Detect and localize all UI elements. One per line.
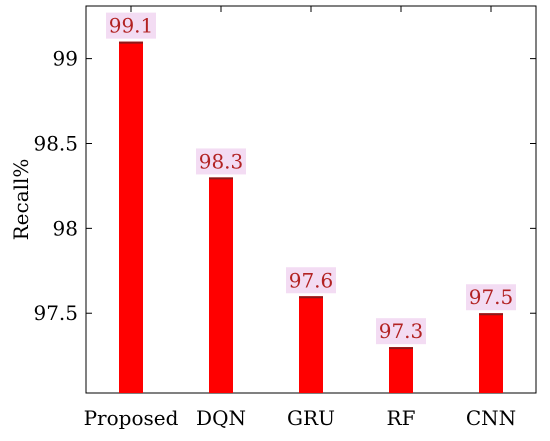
x-axis-tick-labels: Proposed DQN GRU RF CNN	[84, 406, 517, 430]
x-tick-label: DQN	[196, 406, 246, 430]
data-label: 97.5	[469, 285, 514, 309]
y-axis-tick-labels: 97.5 98 98.5 99	[33, 47, 78, 326]
x-tick-label: Proposed	[84, 406, 179, 430]
bar-dqn	[209, 177, 233, 393]
y-tick-label: 98	[53, 216, 78, 240]
bars	[119, 41, 503, 393]
data-label-halo	[376, 318, 426, 345]
x-tick-label: CNN	[466, 406, 516, 430]
data-label: 98.3	[199, 149, 244, 173]
bar-rf	[389, 347, 413, 393]
data-label-halo	[286, 267, 336, 294]
bar-cnn	[479, 313, 503, 393]
data-labels: 99.1 98.3 97.6 97.3 97.5	[106, 12, 516, 345]
data-label: 97.6	[289, 268, 334, 292]
y-tick-label: 97.5	[33, 301, 78, 325]
data-label: 97.3	[379, 319, 424, 343]
bar-gru	[299, 296, 323, 393]
y-tick-label: 98.5	[33, 131, 78, 155]
data-label-halo	[106, 12, 156, 39]
data-label: 99.1	[109, 14, 154, 38]
y-tick-label: 99	[53, 47, 78, 71]
bar-proposed	[119, 41, 143, 393]
x-tick-label: GRU	[287, 406, 335, 430]
data-label-halo	[466, 284, 516, 311]
x-tick-label: RF	[387, 406, 416, 430]
y-axis-title: Recall%	[9, 159, 33, 241]
data-label-halo	[196, 148, 246, 175]
